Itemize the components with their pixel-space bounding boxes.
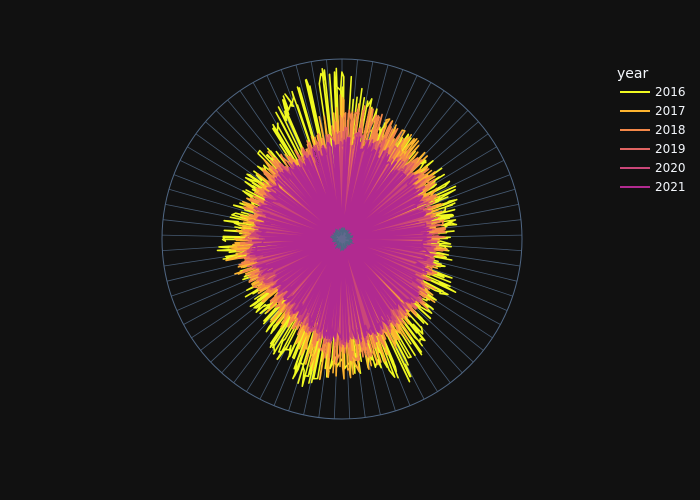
legend-item[interactable]: 2017 [620,104,686,118]
legend-label: 2016 [655,85,686,99]
legend-item[interactable]: 2018 [620,123,686,137]
legend-label: 2018 [655,123,686,137]
legend-label: 2017 [655,104,686,118]
legend-label: 2021 [655,180,686,194]
center-cluster-shape [330,227,355,252]
legend-item[interactable]: 2020 [620,161,686,175]
legend-items: 2016 2017 2018 2019 2020 2021 [620,85,686,194]
legend-item[interactable]: 2016 [620,85,686,99]
legend-item[interactable]: 2021 [620,180,686,194]
legend: year 2016 2017 2018 2019 2020 2021 [617,66,686,194]
legend-title: year [617,66,648,82]
legend-label: 2020 [655,161,686,175]
center-cluster [330,227,355,252]
legend-item[interactable]: 2019 [620,142,686,156]
legend-label: 2019 [655,142,686,156]
